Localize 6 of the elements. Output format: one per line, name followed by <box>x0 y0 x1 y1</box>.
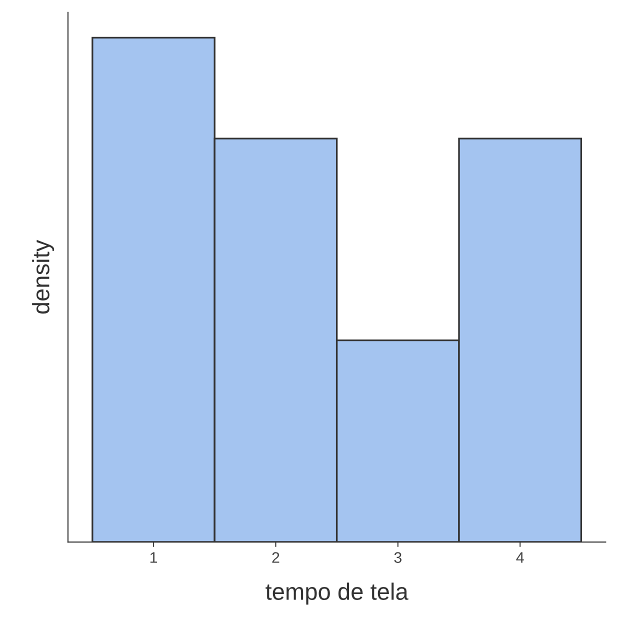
x-tick-label: 4 <box>516 552 524 563</box>
y-axis-title: density <box>32 240 54 314</box>
x-tick-label: 3 <box>394 552 402 563</box>
x-tick-label: 1 <box>150 552 158 563</box>
x-axis-title: tempo de tela <box>266 582 408 605</box>
x-tick-label: 2 <box>272 552 280 563</box>
